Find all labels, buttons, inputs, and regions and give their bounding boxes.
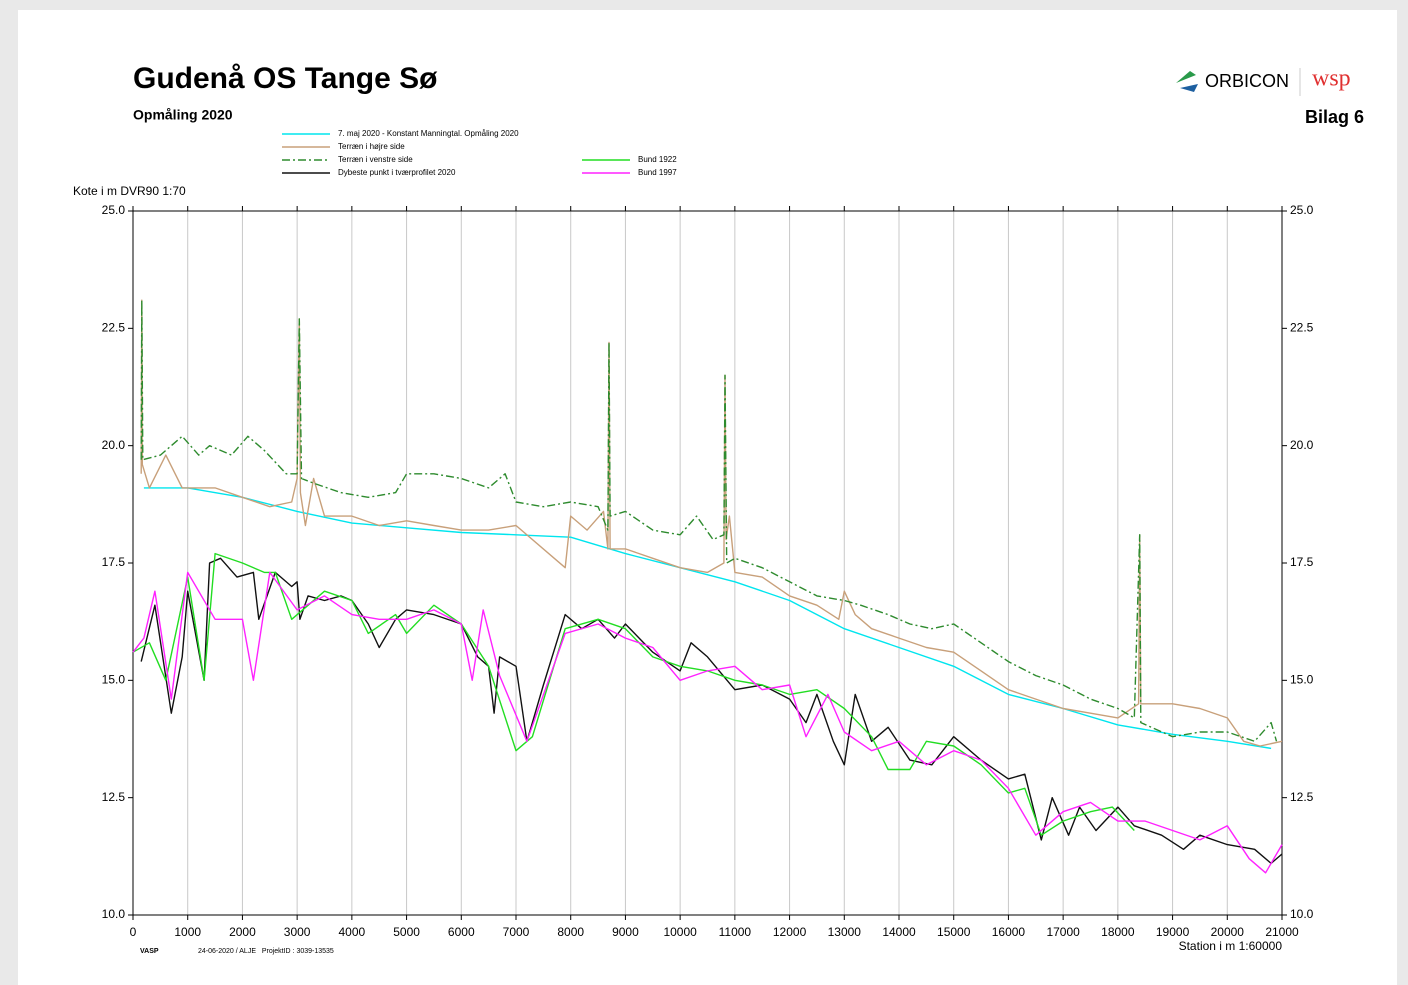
legend-label: Bund 1997 — [638, 168, 677, 177]
x-tick-label: 7000 — [503, 925, 530, 939]
x-tick-label: 10000 — [663, 925, 697, 939]
series-line — [140, 299, 1278, 742]
series-line — [132, 552, 1135, 836]
y-tick-label: 22.5 — [102, 321, 126, 335]
logo-icon — [1180, 84, 1198, 92]
x-tick-label: 20000 — [1211, 925, 1245, 939]
x-tick-label: 8000 — [557, 925, 584, 939]
series-line — [132, 571, 1283, 874]
x-tick-label: 11000 — [719, 925, 752, 939]
x-tick-label: 15000 — [937, 925, 971, 939]
y-tick-label-right: 10.0 — [1290, 907, 1314, 921]
x-tick-label: 18000 — [1101, 925, 1135, 939]
legend-label: Bund 1922 — [638, 155, 677, 164]
series-line — [140, 557, 1283, 865]
series-line — [143, 487, 1272, 750]
footer-info: 24-06-2020 / ALJE ProjektID : 3039-13535 — [198, 948, 334, 955]
footer-software: VASP — [140, 948, 159, 955]
x-tick-label: 2000 — [229, 925, 256, 939]
title: Gudenå OS Tange Sø — [133, 62, 438, 95]
y-tick-label: 25.0 — [102, 203, 126, 217]
legend-label: Dybeste punkt i tværprofilet 2020 — [338, 168, 456, 177]
y-tick-label: 17.5 — [102, 555, 126, 569]
y-tick-label-right: 25.0 — [1290, 203, 1314, 217]
x-tick-label: 9000 — [612, 925, 639, 939]
logo-right: wsp — [1312, 66, 1351, 92]
y-tick-label: 20.0 — [102, 438, 126, 452]
x-tick-label: 13000 — [828, 925, 862, 939]
logo-icon — [1176, 71, 1196, 83]
x-tick-label: 0 — [130, 925, 137, 939]
x-tick-label: 3000 — [284, 925, 311, 939]
y-tick-label-right: 17.5 — [1290, 555, 1314, 569]
y-tick-label-right: 22.5 — [1290, 321, 1314, 335]
sheet — [18, 10, 1397, 985]
y-tick-label: 10.0 — [102, 907, 126, 921]
legend-label: Terræn i højre side — [338, 142, 405, 151]
x-tick-label: 14000 — [882, 925, 916, 939]
x-tick-label: 19000 — [1156, 925, 1190, 939]
x-tick-label: 6000 — [448, 925, 475, 939]
x-tick-label: 12000 — [773, 925, 807, 939]
x-tick-label: 5000 — [393, 925, 420, 939]
x-tick-label: 1000 — [174, 925, 201, 939]
y-axis-label: Kote i m DVR90 1:70 — [73, 184, 186, 198]
x-tick-label: 21000 — [1265, 925, 1299, 939]
y-tick-label-right: 12.5 — [1290, 790, 1314, 804]
x-tick-label: 16000 — [992, 925, 1026, 939]
plot-frame — [132, 210, 1283, 916]
y-tick-label: 12.5 — [102, 790, 126, 804]
appendix: Bilag 6 — [1305, 107, 1364, 127]
y-tick-label-right: 15.0 — [1290, 673, 1314, 687]
legend-label: Terræn i venstre side — [338, 155, 413, 164]
y-tick-label-right: 20.0 — [1290, 438, 1314, 452]
logo-left: ORBICON — [1205, 71, 1289, 91]
x-tick-label: 4000 — [339, 925, 366, 939]
x-axis-label: Station i m 1:60000 — [1179, 939, 1283, 953]
x-tick-label: 17000 — [1046, 925, 1080, 939]
y-tick-label: 15.0 — [102, 673, 126, 687]
legend-label: 7. maj 2020 - Konstant Manningtal. Opmål… — [338, 129, 519, 138]
subtitle: Opmåling 2020 — [133, 107, 233, 123]
